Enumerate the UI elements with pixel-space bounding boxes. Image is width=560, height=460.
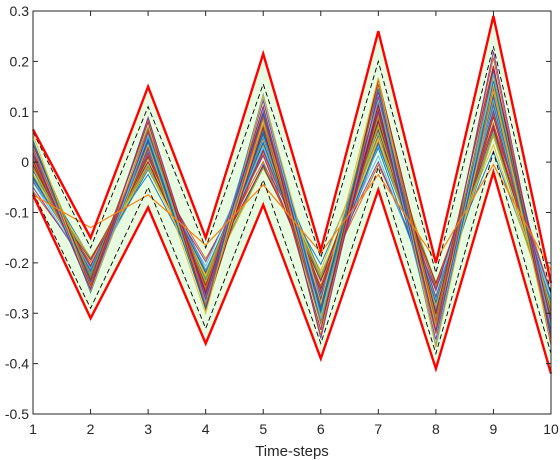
bound-lower-dashed-line [32, 150, 552, 356]
x-tick-label-1: 1 [29, 421, 37, 437]
y-tick-label-0.2: 0.2 [10, 53, 30, 69]
x-tick-label-8: 8 [432, 421, 440, 437]
y-tick-label--0.5: -0.5 [5, 406, 29, 422]
bound-upper-dashed-line [32, 46, 552, 294]
x-tick-label-2: 2 [87, 421, 95, 437]
ensemble-line-60 [32, 51, 552, 340]
ensemble-line-59 [32, 77, 552, 348]
y-tick-label--0.2: -0.2 [5, 255, 29, 271]
x-tick-label-6: 6 [317, 421, 325, 437]
ensemble-line-51 [32, 68, 552, 334]
ensemble-layer [32, 51, 552, 348]
x-axis-label: Time-steps [255, 443, 329, 460]
x-tick-label-3: 3 [144, 421, 152, 437]
y-tick-label--0.1: -0.1 [5, 205, 29, 221]
x-tick-label-4: 4 [202, 421, 210, 437]
y-tick-label-0.3: 0.3 [10, 3, 30, 19]
ticks-layer: 1 2 3 4 5 6 7 8 9 10 -0.5 -0.4 -0.3 -0.2 -0.1 0 0.1 0.2 0.… [5, 3, 559, 437]
envelope-lower-line [31, 167, 553, 375]
x-tick-label-5: 5 [259, 421, 267, 437]
y-tick-label-0.1: 0.1 [10, 104, 30, 120]
reference-line [32, 163, 552, 271]
y-tick-label--0.3: -0.3 [5, 305, 29, 321]
envelope-upper-line [31, 15, 553, 284]
y-tick-label-0: 0 [21, 154, 29, 170]
x-tick-label-9: 9 [490, 421, 498, 437]
ensemble-line-55 [32, 73, 552, 345]
y-tick-label--0.4: -0.4 [5, 356, 29, 372]
lines-layer [31, 15, 553, 375]
x-tick-label-7: 7 [374, 421, 382, 437]
x-tick-label-10: 10 [543, 421, 559, 437]
